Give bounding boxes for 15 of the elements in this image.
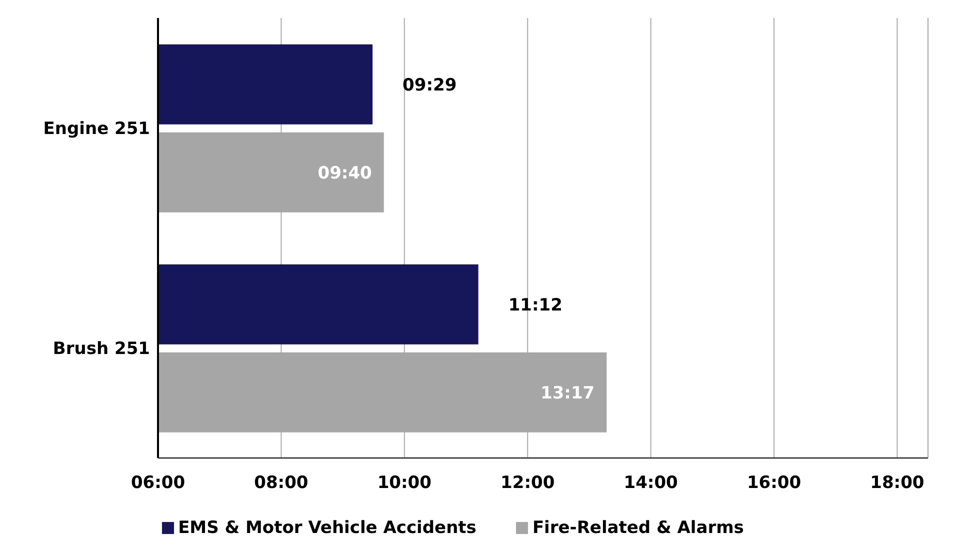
- x-tick-label: 06:00: [130, 473, 186, 494]
- x-tick-label: 14:00: [624, 473, 678, 494]
- x-tick-label: 16:00: [746, 473, 802, 494]
- x-tick-label: 12:00: [500, 473, 555, 494]
- y-tick-label: Engine 251: [43, 119, 150, 140]
- data-label: 13:17: [540, 383, 595, 404]
- x-tick-label: 10:00: [377, 473, 432, 494]
- y-tick-label: Brush 251: [52, 339, 150, 360]
- data-label: 11:12: [508, 295, 562, 316]
- legend-label: EMS & Motor Vehicle Accidents: [178, 518, 476, 538]
- data-label: 09:40: [318, 163, 372, 184]
- x-tick-label: 18:00: [870, 473, 924, 494]
- x-tick-label: 08:00: [254, 473, 308, 494]
- legend-label: Fire-Related & Alarms: [532, 518, 744, 538]
- data-label: 09:29: [402, 75, 457, 96]
